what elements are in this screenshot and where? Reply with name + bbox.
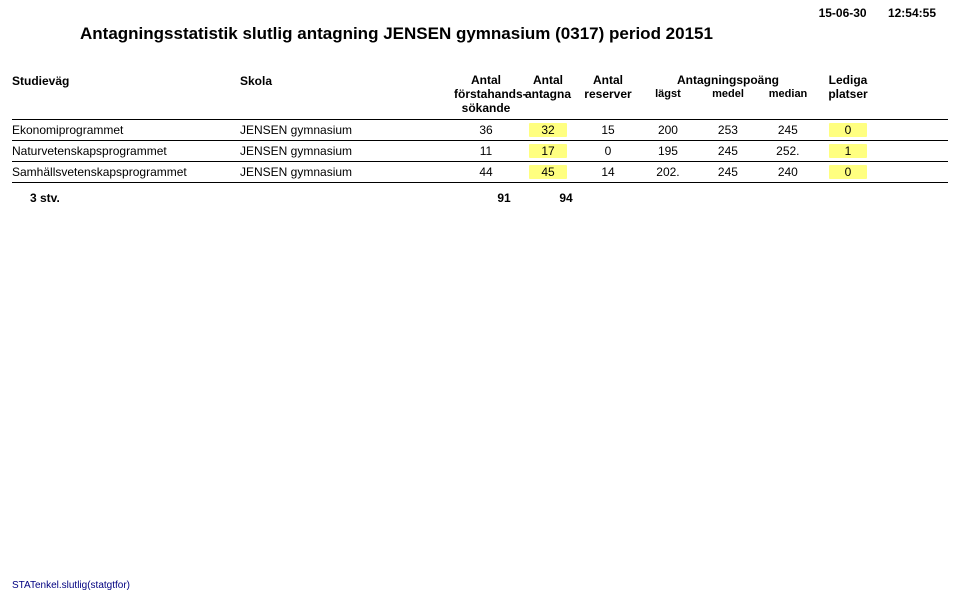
cell-forstahands: 36	[454, 123, 518, 137]
col-header-forstahands: Antal förstahands- sökande	[454, 74, 518, 115]
cell-skola: JENSEN gymnasium	[240, 123, 454, 137]
cell-lediga: 0	[818, 123, 878, 137]
cell-skola: JENSEN gymnasium	[240, 165, 454, 179]
cell-lagst: 202.	[638, 165, 698, 179]
table-row: EkonomiprogrammetJENSEN gymnasium3632152…	[12, 120, 948, 141]
cell-antagna: 45	[518, 165, 578, 179]
timestamp: 15-06-30 12:54:55	[819, 6, 936, 20]
col-subheader-lagst: lägst	[638, 88, 698, 101]
cell-lagst: 195	[638, 144, 698, 158]
highlight: 17	[529, 144, 567, 158]
col-subheader-medel: medel	[698, 88, 758, 101]
col-header-antagningspoang: Antagningspoäng lägst medel median	[638, 74, 818, 100]
cell-skola: JENSEN gymnasium	[240, 144, 454, 158]
table-row: SamhällsvetenskapsprogrammetJENSEN gymna…	[12, 162, 948, 183]
cell-median: 240	[758, 165, 818, 179]
footer-text: STATenkel.slutlig(statgtfor)	[12, 580, 130, 591]
cell-reserver: 15	[578, 123, 638, 137]
table-header: Studieväg Skola Antal förstahands- sökan…	[12, 74, 948, 120]
summary-antagna: 94	[536, 191, 596, 205]
cell-forstahands: 11	[454, 144, 518, 158]
title-prefix: Antagningsstatistik slutlig antagning	[80, 24, 378, 43]
highlight: 0	[829, 165, 867, 179]
col-header-line: Antagningspoäng	[638, 74, 818, 88]
col-header-lediga: Lediga platser	[818, 74, 878, 102]
highlight: 1	[829, 144, 867, 158]
col-header-line: sökande	[454, 102, 518, 116]
cell-antagningspoang: 195245252.	[638, 144, 818, 158]
page-title: Antagningsstatistik slutlig antagning JE…	[80, 24, 713, 44]
cell-lagst: 200	[638, 123, 698, 137]
cell-antagna: 17	[518, 144, 578, 158]
cell-lediga: 1	[818, 144, 878, 158]
cell-reserver: 14	[578, 165, 638, 179]
table-row: NaturvetenskapsprogrammetJENSEN gymnasiu…	[12, 141, 948, 162]
summary-forstahands: 91	[472, 191, 536, 205]
cell-antagningspoang: 202.245240	[638, 165, 818, 179]
cell-lediga: 0	[818, 165, 878, 179]
summary-row: 3 stv. 91 94	[12, 191, 948, 205]
highlight: 32	[529, 123, 567, 137]
col-header-line: reserver	[578, 88, 638, 102]
highlight: 45	[529, 165, 567, 179]
cell-median: 252.	[758, 144, 818, 158]
col-header-line: antagna	[518, 88, 578, 102]
col-header-studievag: Studieväg	[12, 74, 240, 88]
highlight: 0	[829, 123, 867, 137]
col-header-line: Antal	[518, 74, 578, 88]
cell-antagna: 32	[518, 123, 578, 137]
data-table: Studieväg Skola Antal förstahands- sökan…	[12, 74, 948, 205]
col-header-line: förstahands-	[454, 88, 518, 102]
cell-reserver: 0	[578, 144, 638, 158]
col-header-reserver: Antal reserver	[578, 74, 638, 102]
col-header-line: platser	[818, 88, 878, 102]
col-subheader-median: median	[758, 88, 818, 101]
cell-studievag: Samhällsvetenskapsprogrammet	[12, 165, 240, 179]
title-suffix: JENSEN gymnasium (0317) period 20151	[383, 24, 713, 43]
col-header-line: Antal	[454, 74, 518, 88]
time: 12:54:55	[888, 6, 936, 20]
cell-antagningspoang: 200253245	[638, 123, 818, 137]
cell-median: 245	[758, 123, 818, 137]
cell-medel: 245	[698, 165, 758, 179]
col-header-antagna: Antal antagna	[518, 74, 578, 102]
cell-studievag: Naturvetenskapsprogrammet	[12, 144, 240, 158]
cell-medel: 253	[698, 123, 758, 137]
col-header-line: Antal	[578, 74, 638, 88]
date: 15-06-30	[819, 6, 867, 20]
cell-forstahands: 44	[454, 165, 518, 179]
cell-medel: 245	[698, 144, 758, 158]
cell-studievag: Ekonomiprogrammet	[12, 123, 240, 137]
col-header-skola: Skola	[240, 74, 454, 88]
summary-label: 3 stv.	[12, 191, 258, 205]
col-header-line: Lediga	[818, 74, 878, 88]
